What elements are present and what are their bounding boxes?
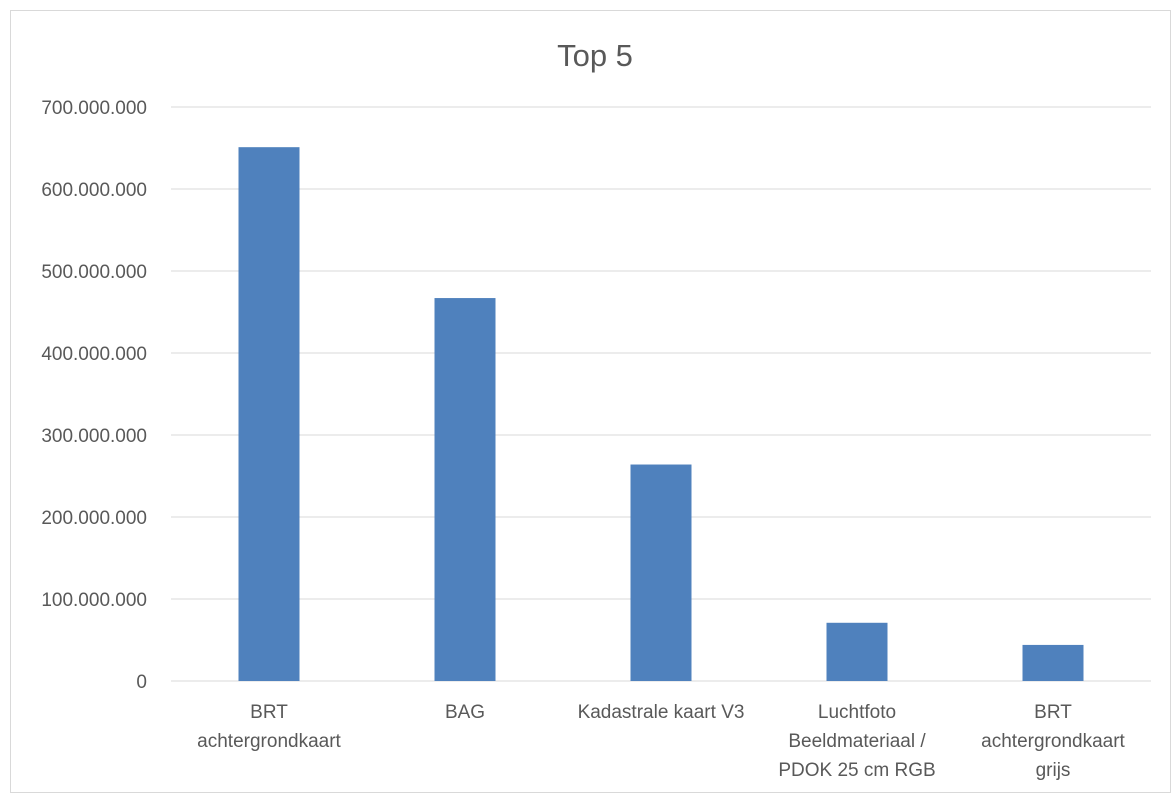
x-axis-labels: BRT achtergrondkaart BAG Kadastrale kaart V… [197, 702, 1125, 781]
x-tick-label: BRT [1034, 702, 1072, 723]
x-tick-label: grijs [1036, 760, 1071, 781]
x-tick-label: Luchtfoto [818, 702, 896, 723]
x-tick-label: Kadastrale kaart V3 [578, 702, 745, 723]
x-tick-label: achtergrondkaart [197, 731, 341, 752]
x-tick-label: Beeldmateriaal / [788, 731, 926, 752]
y-tick-label: 300.000.000 [41, 426, 147, 447]
y-tick-label: 700.000.000 [41, 98, 147, 119]
bars [238, 147, 1084, 681]
x-tick-label: PDOK 25 cm RGB [778, 760, 935, 781]
y-tick-label: 400.000.000 [41, 344, 147, 365]
x-tick-label: BRT [250, 702, 288, 723]
y-tick-label: 100.000.000 [41, 590, 147, 611]
bar [630, 464, 692, 681]
y-tick-label: 0 [136, 672, 147, 693]
bar [1022, 644, 1084, 681]
y-axis-ticks: 0 100.000.000 200.000.000 300.000.000 400.00… [41, 98, 147, 693]
x-tick-label: BAG [445, 702, 485, 723]
bar [434, 298, 496, 681]
y-tick-label: 500.000.000 [41, 262, 147, 283]
chart-area [10, 10, 1171, 793]
y-tick-label: 200.000.000 [41, 508, 147, 529]
x-tick-label: achtergrondkaart [981, 731, 1125, 752]
y-tick-label: 600.000.000 [41, 180, 147, 201]
bar [826, 622, 888, 681]
bar [238, 147, 300, 681]
chart-title: Top 5 [557, 38, 633, 73]
gridlines [171, 106, 1151, 682]
